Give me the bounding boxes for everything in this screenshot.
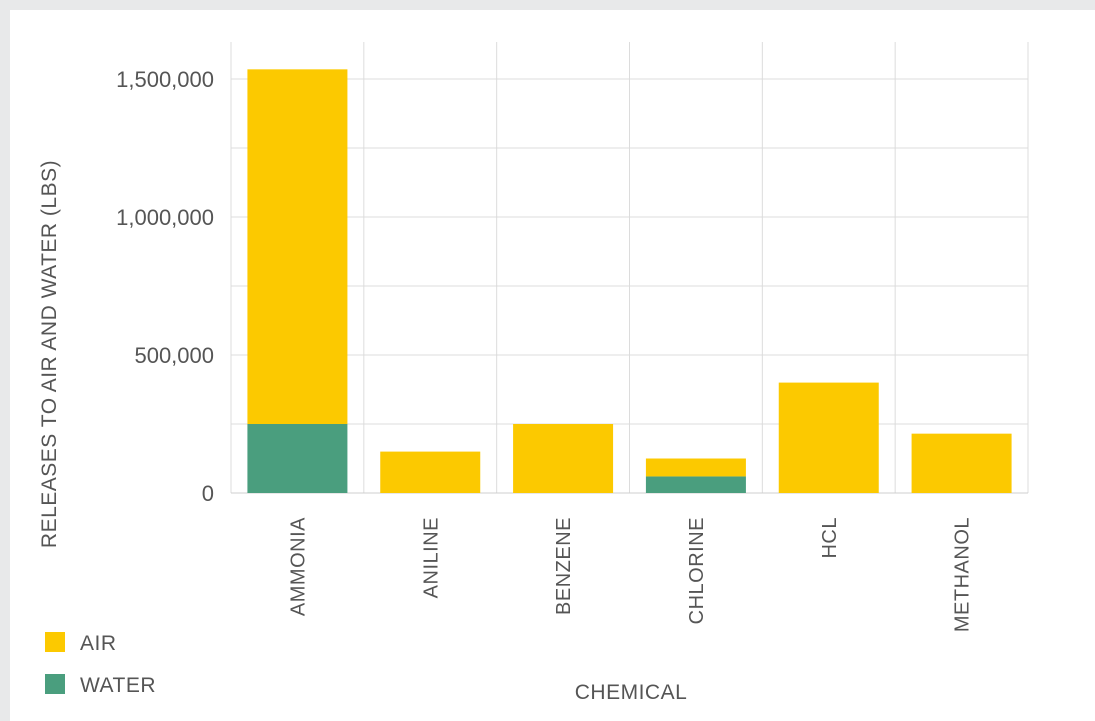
- bar-air-methanol[interactable]: [911, 433, 1012, 493]
- legend: AIR WATER: [45, 632, 156, 697]
- y-axis-title: RELEASES TO AIR AND WATER (LBS): [38, 160, 61, 548]
- bar-water-ammonia[interactable]: [247, 424, 348, 493]
- y-tick-label: 1,000,000: [116, 205, 214, 230]
- bar-water-chlorine[interactable]: [645, 476, 746, 493]
- y-tick-label: 0: [202, 481, 214, 506]
- x-axis-title: CHEMICAL: [575, 681, 688, 704]
- legend-label-air[interactable]: AIR: [80, 632, 117, 655]
- x-tick-label-chlorine: CHLORINE: [686, 517, 708, 624]
- bar-air-aniline[interactable]: [380, 451, 481, 493]
- chart-frame: 0 500,000 1,000,000 1,500,000 AMMONIA ANILIN…: [10, 10, 1095, 721]
- y-tick-label: 1,500,000: [116, 67, 214, 92]
- legend-swatch-water: [45, 674, 65, 694]
- bar-air-ammonia[interactable]: [247, 69, 348, 424]
- legend-swatch-air: [45, 632, 65, 652]
- y-tick-label: 500,000: [134, 343, 214, 368]
- bar-air-hcl[interactable]: [778, 382, 879, 493]
- x-tick-label-methanol: METHANOL: [952, 517, 974, 632]
- x-tick-label-hcl: HCL: [819, 517, 841, 559]
- y-tick-labels: 0 500,000 1,000,000 1,500,000: [116, 67, 214, 506]
- x-tick-labels: AMMONIA ANILINE BENZENE CHLORINE HCL METHANOL: [287, 517, 973, 632]
- stacked-bar-chart: 0 500,000 1,000,000 1,500,000 AMMONIA ANILIN…: [38, 42, 1029, 704]
- bars: [247, 69, 1012, 493]
- x-tick-label-benzene: BENZENE: [553, 517, 575, 615]
- x-tick-label-ammonia: AMMONIA: [287, 517, 309, 616]
- x-tick-label-aniline: ANILINE: [420, 517, 442, 598]
- legend-label-water[interactable]: WATER: [80, 674, 156, 697]
- bar-air-chlorine[interactable]: [645, 458, 746, 477]
- bar-air-benzene[interactable]: [513, 424, 614, 493]
- grid-lines: [230, 42, 1029, 494]
